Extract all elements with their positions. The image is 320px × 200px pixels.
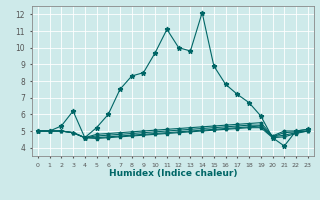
X-axis label: Humidex (Indice chaleur): Humidex (Indice chaleur) <box>108 169 237 178</box>
